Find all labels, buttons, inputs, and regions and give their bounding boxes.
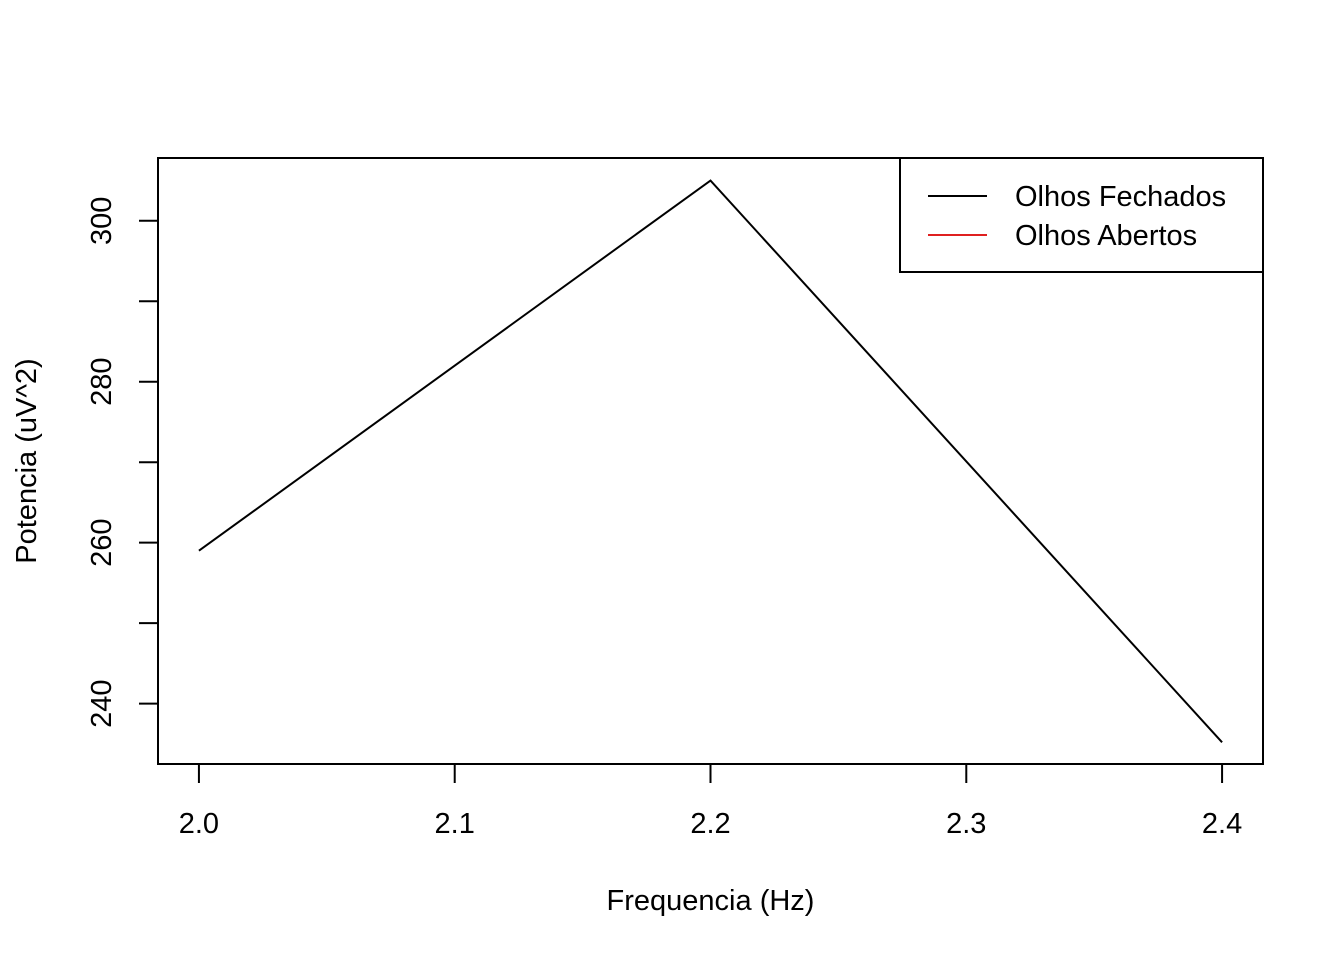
y-axis-label: Potencia (uV^2) (11, 358, 43, 563)
x-tick-label-1: 2.1 (435, 808, 475, 840)
x-axis: 2.0 2.1 2.2 2.3 2.4 (179, 764, 1242, 840)
x-tick-label-3: 2.3 (946, 808, 986, 840)
y-tick-label-6: 300 (86, 197, 118, 245)
legend-label-1: Olhos Abertos (1015, 220, 1197, 252)
y-axis: 240 260 280 300 (86, 197, 158, 728)
legend: Olhos Fechados Olhos Abertos (899, 157, 1264, 273)
x-tick-label-0: 2.0 (179, 808, 219, 840)
legend-label-0: Olhos Fechados (1015, 181, 1226, 213)
series-group (198, 179, 1223, 743)
x-tick-label-2: 2.2 (690, 808, 730, 840)
x-tick-label-4: 2.4 (1202, 808, 1242, 840)
legend-box (899, 157, 1264, 273)
x-axis-label: Frequencia (Hz) (607, 885, 815, 917)
y-tick-label-0: 240 (86, 679, 118, 727)
y-tick-label-4: 280 (86, 358, 118, 406)
series-line-0 (198, 179, 1223, 743)
y-tick-label-2: 260 (86, 518, 118, 566)
